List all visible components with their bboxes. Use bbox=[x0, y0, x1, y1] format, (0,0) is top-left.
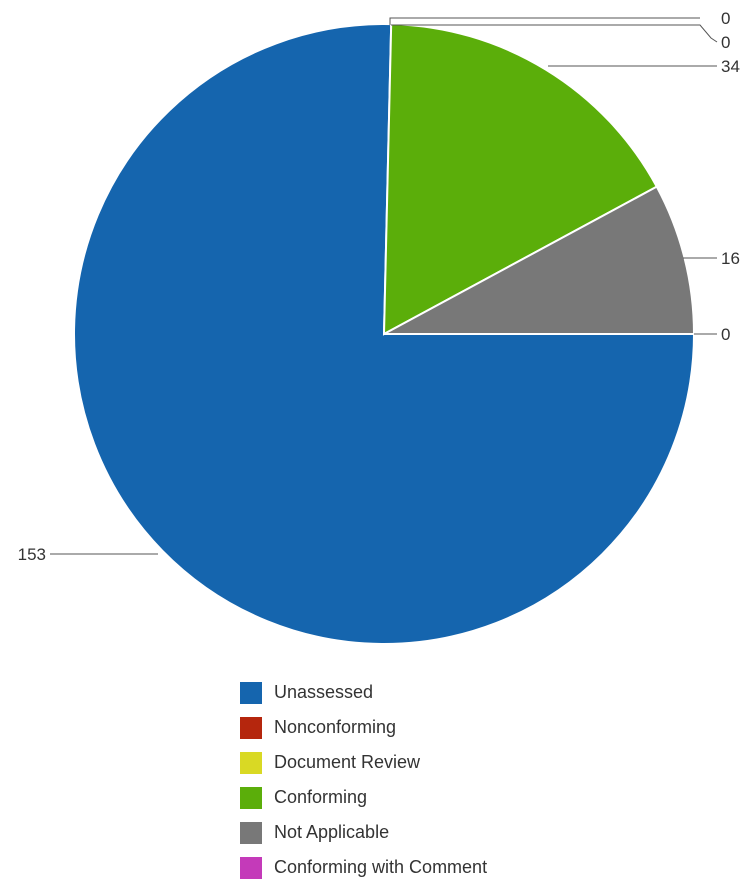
pie-chart: 153 0 0 34 16 0 bbox=[18, 9, 740, 645]
data-label: 153 bbox=[18, 545, 46, 564]
data-label: 0 bbox=[721, 9, 730, 28]
legend-item[interactable]: Document Review bbox=[240, 745, 487, 780]
legend-item[interactable]: Not Applicable bbox=[240, 815, 487, 850]
legend-label: Document Review bbox=[274, 752, 421, 772]
legend-item[interactable]: Nonconforming bbox=[240, 710, 487, 745]
legend-label: Unassessed bbox=[274, 682, 374, 702]
legend-label: Conforming with Comment bbox=[274, 857, 488, 877]
chart-legend: Unassessed Nonconforming Document Review Co… bbox=[240, 675, 487, 885]
legend-item[interactable]: Unassessed bbox=[240, 675, 487, 710]
legend-label: Not Applicable bbox=[274, 822, 390, 842]
legend-item[interactable]: Conforming with Comment bbox=[240, 850, 487, 885]
legend-label: Conforming bbox=[274, 787, 368, 807]
legend-item[interactable]: Conforming bbox=[240, 780, 487, 815]
legend-swatch bbox=[240, 821, 262, 844]
data-label: 34 bbox=[721, 57, 740, 76]
legend-swatch bbox=[240, 716, 262, 739]
leader-line bbox=[391, 24, 718, 43]
legend-swatch bbox=[240, 786, 262, 809]
legend-swatch bbox=[240, 751, 262, 774]
pie-labels: 153 0 0 34 16 0 bbox=[18, 9, 740, 564]
leader-line bbox=[389, 17, 700, 25]
data-label: 0 bbox=[721, 325, 730, 344]
pie-slices bbox=[73, 23, 696, 645]
data-label: 16 bbox=[721, 249, 740, 268]
legend-label: Nonconforming bbox=[274, 717, 397, 737]
pie-slice-conforming[interactable] bbox=[382, 23, 659, 336]
legend-swatch bbox=[240, 856, 262, 879]
legend-swatch bbox=[240, 681, 262, 704]
data-label: 0 bbox=[721, 33, 730, 52]
